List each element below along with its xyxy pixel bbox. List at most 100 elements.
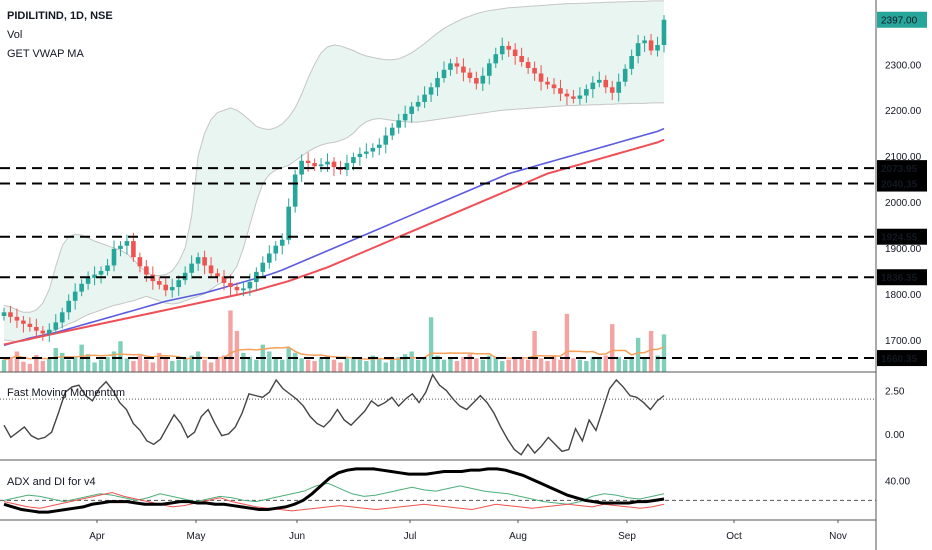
- volume-bar: [590, 356, 596, 372]
- volume-bar: [8, 356, 13, 372]
- candle-body: [357, 153, 363, 158]
- adx-pane[interactable]: [0, 467, 876, 514]
- volume-bar: [461, 356, 466, 372]
- last-price-label: 2397.00: [881, 16, 918, 27]
- candle-body: [474, 78, 479, 84]
- candle-body: [616, 81, 622, 93]
- candle-body: [454, 63, 460, 67]
- candle-body: [655, 45, 660, 51]
- candle-body: [448, 63, 453, 70]
- adx-line: [3, 467, 665, 514]
- candle-body: [506, 45, 512, 50]
- candle-body: [499, 45, 505, 55]
- level-tag: [877, 160, 927, 177]
- volume-bar: [111, 351, 117, 372]
- volume-bar: [189, 355, 194, 372]
- time-tick-label: Sep: [618, 531, 636, 542]
- volume-bar: [480, 359, 486, 372]
- volume-bar: [34, 354, 39, 372]
- candle-body: [525, 62, 531, 68]
- candle-body: [370, 147, 376, 152]
- candle-body: [21, 320, 26, 324]
- volume-bar: [208, 362, 214, 372]
- bollinger-lower: [3, 102, 664, 343]
- volume-bar: [648, 330, 654, 372]
- volume-bar: [584, 361, 589, 372]
- candle-body: [389, 127, 395, 136]
- candle-body: [228, 282, 233, 288]
- candle-body: [221, 276, 227, 283]
- volume-bar: [545, 361, 550, 372]
- volume-ma-line: [3, 346, 665, 361]
- candle-body: [34, 326, 39, 331]
- volume-bar: [241, 352, 246, 372]
- volume-bar: [318, 356, 324, 372]
- bollinger-fill: [4, 0, 664, 342]
- volume-bar: [105, 356, 110, 372]
- candle-body: [493, 54, 499, 64]
- volume-bar: [344, 358, 350, 372]
- volume-bar: [597, 358, 602, 372]
- candle-body: [422, 94, 427, 102]
- candle-body: [661, 19, 667, 46]
- candle-body: [571, 96, 576, 99]
- candle-body: [584, 89, 589, 96]
- price-tick-label: 1700.00: [885, 336, 922, 347]
- volume-bar: [124, 358, 130, 372]
- candle-body: [318, 164, 324, 167]
- candle-body: [118, 245, 123, 249]
- candle-body: [622, 68, 628, 82]
- candle-body: [279, 239, 285, 246]
- volume-bar: [415, 359, 421, 372]
- time-tick-label: Oct: [726, 531, 742, 542]
- volume-bar: [396, 356, 401, 372]
- price-tick-label: 2100.00: [885, 152, 922, 163]
- candle-body: [486, 63, 492, 76]
- candle-body: [648, 40, 654, 51]
- volume-bar: [519, 356, 524, 372]
- volume-bar: [512, 358, 518, 372]
- volume-bar: [234, 330, 240, 372]
- momentum-pane[interactable]: [0, 373, 876, 456]
- candle-body: [577, 95, 583, 99]
- candle-body: [344, 163, 350, 170]
- volume-bar: [280, 359, 285, 372]
- volume-bar: [144, 359, 149, 372]
- momentum-tick-label: 2.50: [885, 386, 905, 397]
- price-tick-label: 1900.00: [885, 244, 922, 255]
- volume-bar: [14, 351, 20, 372]
- volume-bar: [532, 330, 537, 372]
- volume-bar: [176, 359, 181, 372]
- candle-body: [46, 329, 52, 334]
- volume-bar: [487, 355, 492, 372]
- volume-bar: [27, 363, 33, 372]
- candle-body: [241, 288, 246, 291]
- volume-bar: [383, 362, 388, 372]
- candle-body: [124, 241, 130, 246]
- volume-bar: [357, 359, 363, 372]
- volume-bar: [629, 358, 634, 372]
- candle-body: [176, 280, 182, 288]
- level-tag-label: 1660.35: [881, 354, 918, 365]
- volume-bar: [616, 356, 621, 372]
- volume-bar: [551, 355, 557, 372]
- volume-bar: [98, 359, 104, 372]
- volume-bar: [312, 361, 317, 372]
- candle-body: [376, 144, 382, 148]
- candle-body: [545, 81, 550, 85]
- level-tag-label: 2073.95: [881, 164, 918, 175]
- volume-bar: [364, 361, 369, 372]
- volume-bar: [267, 351, 272, 372]
- candle-body: [519, 56, 524, 62]
- momentum-legend: Fast Moving Momentum: [7, 387, 125, 399]
- candle-body: [467, 72, 473, 79]
- volume-bar: [202, 359, 207, 372]
- candle-body: [105, 265, 110, 271]
- volume-bar: [273, 356, 278, 372]
- candle-body: [8, 312, 13, 317]
- volume-bar: [571, 358, 576, 372]
- candle-body: [85, 277, 91, 284]
- volume-bar: [221, 355, 227, 372]
- price-pane[interactable]: [0, 0, 876, 372]
